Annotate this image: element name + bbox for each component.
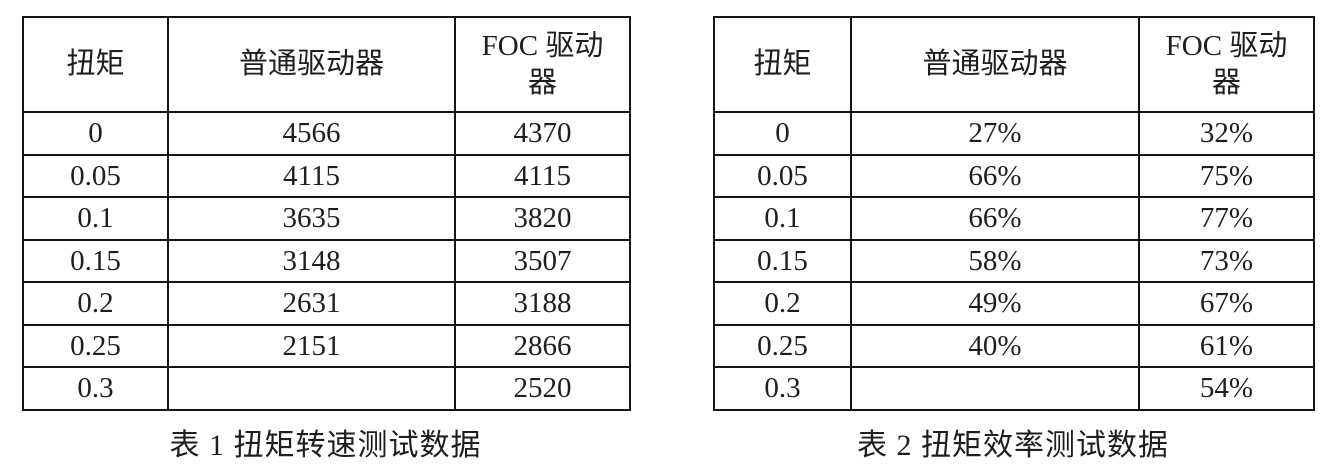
table-cell: 3635 — [167, 196, 456, 241]
table-cell: 0.25 — [22, 323, 169, 368]
table-cell: 67% — [1138, 281, 1315, 326]
table-cell: 75% — [1138, 153, 1315, 198]
table-cell — [167, 366, 456, 411]
table-row: 0.05 66% 75% — [713, 153, 1315, 198]
table-cell: 49% — [850, 281, 1140, 326]
header-cell-ordinary-driver: 普通驱动器 — [167, 16, 456, 113]
table-cell: 2520 — [454, 366, 631, 411]
table-row: 0.1 3635 3820 — [22, 196, 631, 241]
header-cell-foc-driver: FOC 驱动器 — [454, 16, 631, 113]
table-cell: 3148 — [167, 238, 456, 283]
header-cell-torque: 扭矩 — [713, 16, 852, 113]
table-cell: 58% — [850, 238, 1140, 283]
torque-efficiency-table-body: 0 27% 32% 0.05 66% 75% 0.1 66% 77% 0.15 58% 73% 0.2 4… — [713, 111, 1315, 411]
table-cell — [850, 366, 1140, 411]
table-cell: 32% — [1138, 111, 1315, 156]
table-cell: 66% — [850, 153, 1140, 198]
header-cell-torque: 扭矩 — [22, 16, 169, 113]
table-cell: 0 — [22, 111, 169, 156]
torque-efficiency-table: 扭矩 普通驱动器 FOC 驱动器 0 27% 32% 0.05 66% 75% 0.1 66%… — [713, 16, 1315, 411]
table-row: 0.05 4115 4115 — [22, 153, 631, 198]
table-cell: 0.05 — [22, 153, 169, 198]
header-row: 扭矩 普通驱动器 FOC 驱动器 — [713, 16, 1315, 113]
table-cell: 0.1 — [22, 196, 169, 241]
table-cell: 54% — [1138, 366, 1315, 411]
table2-caption: 表 2 扭矩效率测试数据 — [857, 428, 1169, 462]
table-cell: 0.3 — [713, 366, 852, 411]
table-cell: 2151 — [167, 323, 456, 368]
table-cell: 73% — [1138, 238, 1315, 283]
table-cell: 4566 — [167, 111, 456, 156]
table-cell: 3507 — [454, 238, 631, 283]
table-row: 0.2 49% 67% — [713, 281, 1315, 326]
table-cell: 0.15 — [22, 238, 169, 283]
table1-caption: 表 1 扭矩转速测试数据 — [169, 428, 482, 462]
header-cell-ordinary-driver: 普通驱动器 — [850, 16, 1140, 113]
torque-efficiency-table-block: 扭矩 普通驱动器 FOC 驱动器 0 27% 32% 0.05 66% 75% 0.1 66%… — [713, 16, 1315, 464]
table-row: 0.15 58% 73% — [713, 238, 1315, 283]
table-cell: 2631 — [167, 281, 456, 326]
table-cell: 2866 — [454, 323, 631, 368]
table-row: 0 27% 32% — [713, 111, 1315, 156]
torque-speed-table: 扭矩 普通驱动器 FOC 驱动器 0 4566 4370 0.05 4115 4115 0.… — [22, 16, 631, 411]
table-cell: 0.3 — [22, 366, 169, 411]
header-row: 扭矩 普通驱动器 FOC 驱动器 — [22, 16, 631, 113]
table-row: 0.3 2520 — [22, 366, 631, 411]
table-cell: 0.05 — [713, 153, 852, 198]
header-cell-foc-driver: FOC 驱动器 — [1138, 16, 1315, 113]
table-cell: 0.2 — [22, 281, 169, 326]
table-cell: 0.2 — [713, 281, 852, 326]
torque-speed-table-header: 扭矩 普通驱动器 FOC 驱动器 — [22, 16, 631, 113]
table-row: 0 4566 4370 — [22, 111, 631, 156]
table-cell: 40% — [850, 323, 1140, 368]
table-cell: 0 — [713, 111, 852, 156]
table-cell: 4115 — [167, 153, 456, 198]
table-row: 0.15 3148 3507 — [22, 238, 631, 283]
table-cell: 66% — [850, 196, 1140, 241]
table-cell: 0.15 — [713, 238, 852, 283]
table-row: 0.2 2631 3188 — [22, 281, 631, 326]
table-cell: 3188 — [454, 281, 631, 326]
table-cell: 77% — [1138, 196, 1315, 241]
table-row: 0.25 40% 61% — [713, 323, 1315, 368]
torque-speed-table-body: 0 4566 4370 0.05 4115 4115 0.1 3635 3820 0.15 3148… — [22, 111, 631, 411]
table-cell: 3820 — [454, 196, 631, 241]
table-cell: 0.1 — [713, 196, 852, 241]
table-cell: 0.25 — [713, 323, 852, 368]
table-cell: 27% — [850, 111, 1140, 156]
torque-speed-table-block: 扭矩 普通驱动器 FOC 驱动器 0 4566 4370 0.05 4115 4115 0.… — [22, 16, 631, 464]
table-row: 0.1 66% 77% — [713, 196, 1315, 241]
table-row: 0.25 2151 2866 — [22, 323, 631, 368]
torque-efficiency-table-header: 扭矩 普通驱动器 FOC 驱动器 — [713, 16, 1315, 113]
table-cell: 61% — [1138, 323, 1315, 368]
table-row: 0.3 54% — [713, 366, 1315, 411]
table-cell: 4115 — [454, 153, 631, 198]
table-cell: 4370 — [454, 111, 631, 156]
